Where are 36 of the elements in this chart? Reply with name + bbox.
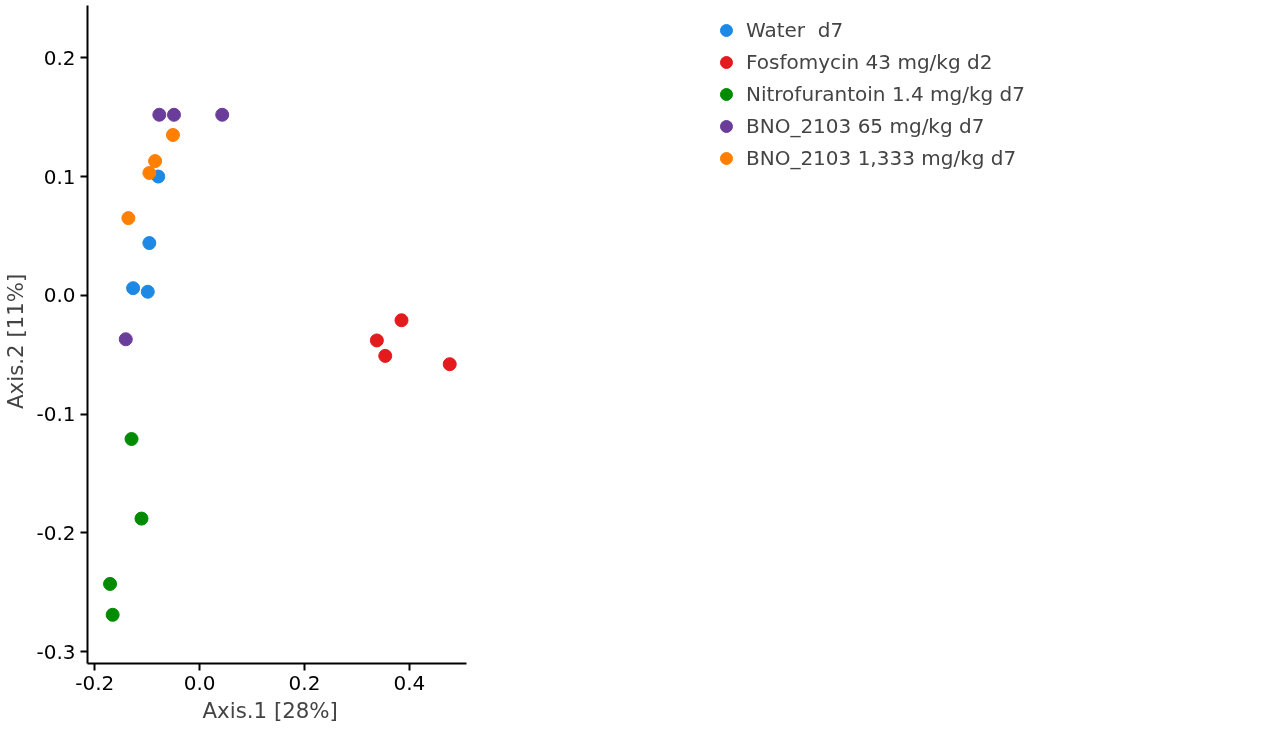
legend-label: Nitrofurantoin 1.4 mg/kg d7	[745, 82, 1026, 106]
point	[148, 154, 163, 169]
point	[165, 127, 180, 142]
x-tick-label: -0.2	[75, 670, 115, 695]
point	[140, 284, 155, 299]
point	[378, 348, 393, 363]
x-axis-title: Axis.1 [28%]	[202, 697, 338, 723]
point	[142, 165, 157, 180]
point	[369, 333, 384, 348]
x-tick-label: 0.2	[288, 670, 321, 695]
point	[394, 313, 409, 328]
legend-label: BNO_2103 65 mg/kg d7	[745, 114, 985, 138]
legend-label: Fosfomycin 43 mg/kg d2	[745, 50, 993, 74]
point	[118, 332, 133, 347]
legend-label: BNO_2103 1,333 mg/kg d7	[745, 146, 1017, 170]
x-tick-label: 0.4	[393, 670, 426, 695]
point	[152, 107, 167, 122]
y-tick-label: 0.1	[43, 164, 76, 189]
y-axis-title: Axis.2 [11%]	[3, 273, 29, 409]
y-tick-label: -0.3	[36, 639, 76, 664]
point	[121, 211, 136, 226]
point	[126, 281, 141, 296]
legend-label: Water d7	[745, 18, 844, 42]
y-tick-label: -0.2	[36, 520, 76, 545]
point	[142, 236, 157, 251]
point	[215, 107, 230, 122]
point	[105, 607, 120, 622]
y-tick-label: 0.0	[43, 283, 76, 308]
point	[166, 107, 181, 122]
point	[103, 576, 118, 591]
point	[124, 432, 139, 447]
y-tick-label: -0.1	[36, 402, 76, 427]
point	[134, 511, 149, 526]
point	[442, 357, 457, 372]
y-tick-label: 0.2	[43, 45, 76, 70]
x-tick-label: 0.0	[183, 670, 216, 695]
